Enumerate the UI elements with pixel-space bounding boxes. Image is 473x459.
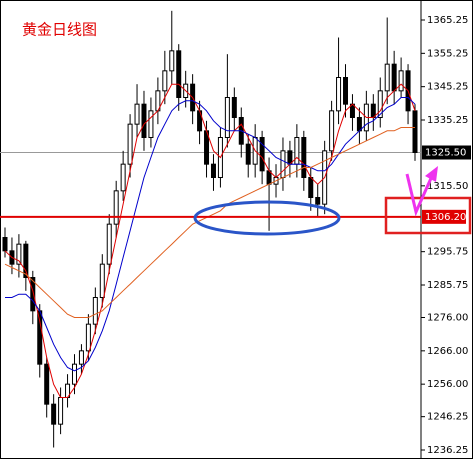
price-label: 1325.50 (425, 148, 466, 159)
candle-body (266, 170, 272, 185)
moving-average (5, 97, 416, 372)
y-tick-label: 1345.25 (427, 82, 468, 93)
y-tick-label: 1285.75 (427, 280, 468, 291)
candle-body (113, 190, 119, 225)
candle-body (44, 363, 50, 405)
candle-body (141, 103, 147, 138)
candle-body (224, 97, 230, 138)
candle-body (231, 97, 237, 118)
y-tick-label: 1276.00 (427, 313, 468, 324)
candle-body (391, 63, 397, 92)
price-label-bg (422, 145, 471, 160)
arrow-head (425, 166, 438, 182)
arrow (405, 173, 434, 217)
candle-body (30, 277, 36, 312)
y-tick-label: 1315.50 (427, 181, 468, 192)
candle-body (134, 103, 140, 125)
candle-body (51, 403, 57, 425)
y-tick-label: 1365.25 (427, 15, 468, 26)
candle-body (71, 363, 77, 385)
y-tick-label: 1236.25 (427, 445, 468, 456)
y-tick-label: 1246.25 (427, 412, 468, 423)
candle-body (398, 70, 404, 92)
candle-body (245, 143, 251, 165)
candle-body (92, 297, 98, 325)
candle-body (280, 150, 286, 178)
candle-body (384, 63, 390, 92)
candle-body (169, 50, 175, 72)
y-tick-label: 1266.00 (427, 346, 468, 357)
candle-body (2, 237, 8, 252)
candle-body (99, 263, 105, 298)
candle-body (308, 177, 314, 198)
candle-body (127, 123, 133, 165)
candle-body (377, 90, 383, 119)
candle-body (148, 110, 154, 139)
candle-body (162, 70, 168, 92)
candle-body (106, 223, 112, 265)
candle-body (329, 110, 335, 152)
candle-body (412, 110, 418, 154)
candle-body (85, 323, 91, 352)
highlight-box (384, 196, 472, 235)
y-tick-label: 1335.25 (427, 115, 468, 126)
y-tick-label: 1295.75 (427, 247, 468, 258)
level-label-bg (422, 209, 466, 224)
candle-body (315, 197, 321, 205)
candle-body (58, 397, 64, 425)
moving-average (4, 83, 416, 398)
candle-body (176, 50, 182, 98)
candle-body (120, 163, 126, 192)
highlight-ellipse (193, 200, 341, 236)
y-tick-label: 1256.00 (427, 379, 468, 390)
candle-body (336, 77, 342, 112)
candle-body (78, 350, 84, 365)
candle-body (301, 137, 307, 178)
candle-body (259, 137, 265, 172)
candle-body (23, 243, 29, 279)
candle-body (343, 77, 349, 105)
candle-body (16, 243, 22, 265)
level-label: 1306.20 (425, 212, 466, 223)
chart-title: 黄金日线图 (22, 21, 97, 39)
candle-body (294, 137, 300, 165)
y-tick-label: 1355.25 (427, 48, 468, 59)
candle-body (210, 163, 216, 179)
